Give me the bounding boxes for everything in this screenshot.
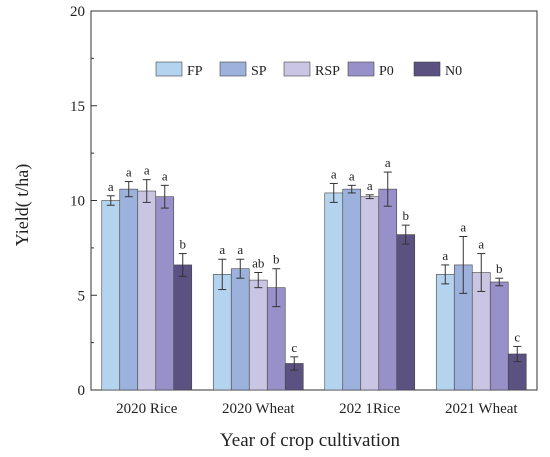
bar <box>248 279 268 391</box>
bar <box>137 190 157 391</box>
legend-label: FP <box>187 64 203 79</box>
significance-label: b <box>403 208 410 223</box>
significance-label: c <box>291 340 297 355</box>
y-axis-title: Yield( t/ha) <box>12 164 33 246</box>
significance-label: ab <box>252 256 264 271</box>
legend-swatch <box>219 61 247 77</box>
legend-swatch <box>155 61 183 77</box>
bar <box>342 188 362 391</box>
significance-label: b <box>180 237 187 252</box>
legend-label: N0 <box>445 64 462 79</box>
legend-label: SP <box>251 64 267 79</box>
significance-label: a <box>219 242 225 257</box>
significance-label: a <box>237 242 243 257</box>
y-tick-label: 0 <box>78 383 86 399</box>
y-tick-label: 20 <box>70 4 85 20</box>
y-tick-label: 5 <box>78 288 86 304</box>
significance-label: a <box>162 168 168 183</box>
significance-label: a <box>331 166 337 181</box>
x-axis-title: Year of crop cultivation <box>220 430 401 451</box>
significance-label: a <box>460 220 466 235</box>
y-tick-label: 15 <box>70 99 85 115</box>
legend-label: P0 <box>379 64 394 79</box>
bar <box>230 268 250 391</box>
bar <box>489 281 509 391</box>
x-tick-label: 2021 Wheat <box>445 401 518 417</box>
significance-label: a <box>108 179 114 194</box>
bar <box>119 188 139 391</box>
significance-label: a <box>385 155 391 170</box>
significance-label: a <box>144 163 150 178</box>
legend-swatch <box>413 61 441 77</box>
bar <box>396 234 416 391</box>
legend-swatch <box>283 61 311 77</box>
bar <box>101 200 121 391</box>
legend-swatch <box>347 61 375 77</box>
x-tick-label: 2020 Rice <box>116 401 178 417</box>
x-tick-label: 202 1Rice <box>339 401 401 417</box>
significance-label: a <box>126 165 132 180</box>
chart-axes: 0 5 10 15 20 2020 Rice 2020 Wheat 202 1Rice 2021… <box>70 4 538 417</box>
significance-label: a <box>442 248 448 263</box>
y-tick-label: 10 <box>70 194 85 210</box>
bar <box>435 274 455 391</box>
significance-label: a <box>349 168 355 183</box>
significance-label: c <box>514 329 520 344</box>
significance-label: b <box>273 252 280 267</box>
x-tick-label: 2020 Wheat <box>222 401 295 417</box>
bar <box>212 274 232 391</box>
bar <box>378 188 398 391</box>
bar <box>155 196 175 391</box>
chart-legend: FP SP RSP P0 N0 <box>155 61 462 79</box>
legend-label: RSP <box>315 64 340 79</box>
bar <box>173 264 193 391</box>
significance-label: a <box>367 178 373 193</box>
bar <box>324 192 344 391</box>
significance-label: a <box>478 237 484 252</box>
significance-label: b <box>496 261 503 276</box>
bar <box>360 196 380 391</box>
